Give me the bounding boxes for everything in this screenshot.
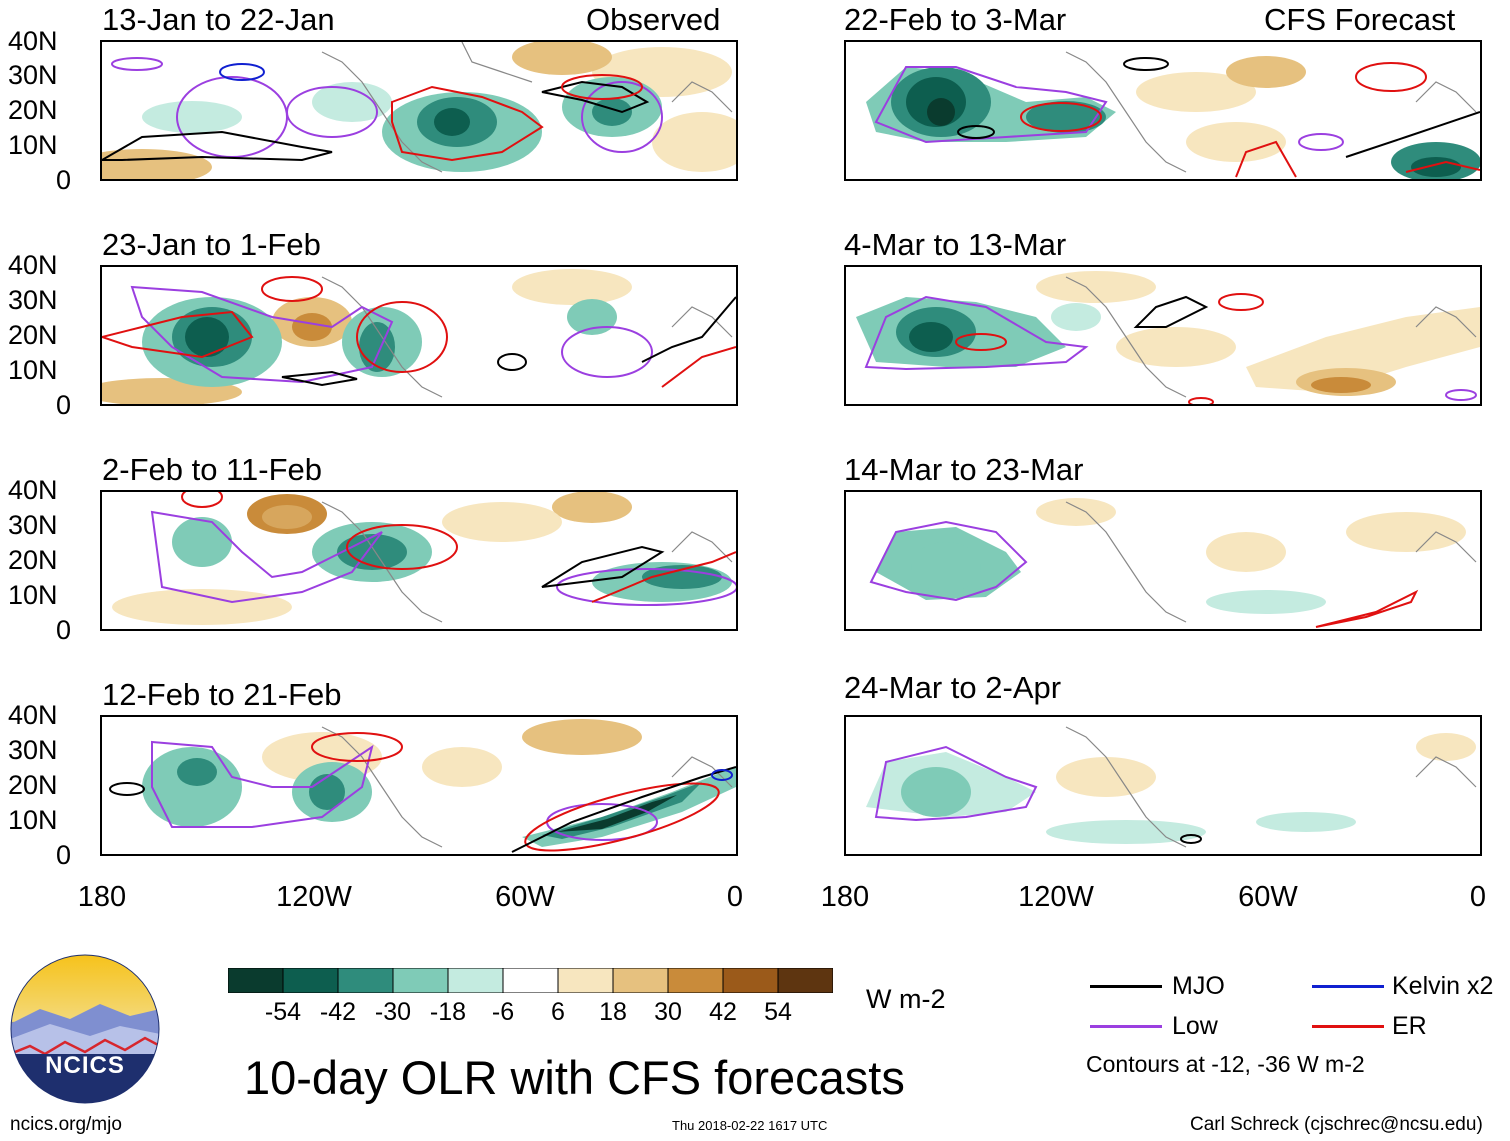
panel-title-6: 4-Mar to 13-Mar — [844, 227, 1067, 262]
map-panel-2 — [100, 265, 738, 406]
map-panel-4 — [100, 715, 738, 856]
lon-label: 60W — [1238, 881, 1298, 913]
lat-label: 0 — [56, 840, 72, 870]
lon-label: 180 — [77, 881, 127, 913]
colorbar-label: -6 — [491, 998, 515, 1026]
timestamp: Thu 2018-02-22 1617 UTC — [672, 1118, 828, 1133]
colorbar — [227, 967, 834, 994]
lat-label: 40N — [8, 475, 58, 505]
colorbar-label: -54 — [264, 998, 302, 1026]
olr-map-6 — [846, 267, 1480, 404]
panel-title-8: 24-Mar to 2-Apr — [844, 670, 1062, 705]
map-panel-7 — [844, 490, 1482, 631]
colorbar-label: -42 — [319, 998, 357, 1026]
author-credit: Carl Schreck (cjschrec@ncsu.edu) — [1190, 1114, 1483, 1135]
ncics-link[interactable]: ncics.org/mjo — [10, 1114, 122, 1135]
legend-line-mjo — [1090, 985, 1162, 988]
legend-line-low — [1090, 1025, 1162, 1028]
legend-line-er — [1312, 1025, 1384, 1028]
lat-label: 20N — [8, 320, 58, 350]
colorbar-swatch — [337, 967, 394, 994]
main-title: 10-day OLR with CFS forecasts — [244, 1051, 905, 1104]
forecast-label: CFS Forecast — [1264, 2, 1456, 37]
panel-title-4: 12-Feb to 21-Feb — [102, 677, 342, 712]
lon-label: 120W — [276, 881, 352, 913]
map-panel-6 — [844, 265, 1482, 406]
lat-label: 10N — [8, 580, 58, 610]
colorbar-swatches — [227, 967, 834, 994]
lat-label: 0 — [56, 165, 72, 195]
colorbar-label: 30 — [654, 998, 682, 1026]
logo-graphic — [10, 954, 160, 1104]
colorbar-swatch — [227, 967, 284, 994]
map-panel-1 — [100, 40, 738, 181]
logo-text: NCICS — [45, 1052, 125, 1079]
olr-map-2 — [102, 267, 736, 404]
lon-label: 0 — [1469, 881, 1487, 913]
map-panel-8 — [844, 715, 1482, 856]
lat-label: 30N — [8, 285, 58, 315]
map-panel-3 — [100, 490, 738, 631]
lat-label: 10N — [8, 355, 58, 385]
ncics-logo: NCICS — [10, 954, 160, 1104]
panel-title-7: 14-Mar to 23-Mar — [844, 452, 1084, 487]
colorbar-label: 6 — [551, 998, 565, 1026]
colorbar-swatch — [392, 967, 449, 994]
colorbar-units: W m-2 — [866, 984, 946, 1014]
panel-title-2: 23-Jan to 1-Feb — [102, 227, 321, 262]
olr-map-8 — [846, 717, 1480, 854]
lat-label: 10N — [8, 130, 58, 160]
legend-label-er: ER — [1392, 1012, 1427, 1040]
colorbar-swatch — [447, 967, 504, 994]
legend-label-kelvin: Kelvin x2 — [1392, 972, 1494, 1000]
olr-map-7 — [846, 492, 1480, 629]
colorbar-swatch — [282, 967, 339, 994]
lon-label: 180 — [820, 881, 870, 913]
olr-map-5 — [846, 42, 1480, 179]
lon-label: 60W — [495, 881, 555, 913]
legend-label-mjo: MJO — [1172, 972, 1225, 1000]
legend-line-kelvin — [1312, 985, 1384, 988]
colorbar-label: 54 — [764, 998, 792, 1026]
contour-note: Contours at -12, -36 W m-2 — [1086, 1051, 1365, 1077]
panel-title-3: 2-Feb to 11-Feb — [102, 452, 322, 487]
colorbar-label: -30 — [374, 998, 412, 1026]
panel-title-1: 13-Jan to 22-Jan — [102, 2, 335, 37]
lat-label: 40N — [8, 700, 58, 730]
observed-label: Observed — [586, 2, 721, 37]
olr-map-1 — [102, 42, 736, 179]
colorbar-swatch — [722, 967, 779, 994]
colorbar-swatch — [557, 967, 614, 994]
lat-label: 30N — [8, 735, 58, 765]
lat-label: 30N — [8, 510, 58, 540]
colorbar-swatch — [502, 967, 559, 994]
lat-label: 0 — [56, 390, 72, 420]
legend-label-low: Low — [1172, 1012, 1218, 1040]
lat-label: 20N — [8, 770, 58, 800]
olr-map-3 — [102, 492, 736, 629]
colorbar-label: 42 — [709, 998, 737, 1026]
map-panel-5 — [844, 40, 1482, 181]
panel-title-5: 22-Feb to 3-Mar — [844, 2, 1067, 37]
lat-label: 40N — [8, 26, 58, 56]
lat-label: 20N — [8, 545, 58, 575]
lat-label: 10N — [8, 805, 58, 835]
lat-label: 40N — [8, 250, 58, 280]
lat-label: 20N — [8, 95, 58, 125]
lon-label: 120W — [1018, 881, 1094, 913]
lat-label: 0 — [56, 615, 72, 645]
lat-label: 30N — [8, 60, 58, 90]
colorbar-swatch — [667, 967, 724, 994]
colorbar-label: -18 — [429, 998, 467, 1026]
olr-map-4 — [102, 717, 736, 854]
colorbar-label: 18 — [599, 998, 627, 1026]
colorbar-swatch — [777, 967, 834, 994]
lon-label: 0 — [726, 881, 744, 913]
colorbar-swatch — [612, 967, 669, 994]
